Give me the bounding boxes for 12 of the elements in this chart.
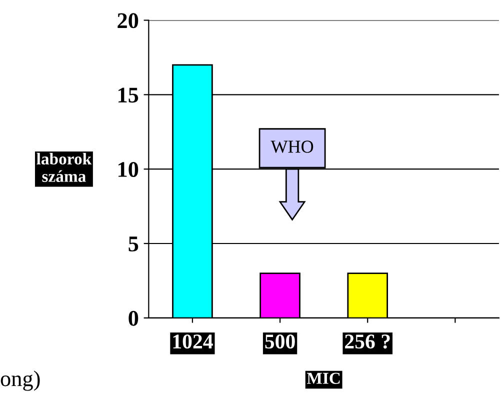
y-tick-label: 20 [118,13,138,28]
x-tick-label: 500 [265,334,295,349]
annotation: WHO [270,140,314,153]
x-tick-label: 1024 [173,334,213,349]
y-tick-label: 15 [118,88,138,103]
x-tick-label: 256 ? [345,334,390,349]
y-tick-label: 10 [118,162,138,178]
text: ong) [0,370,40,391]
y-tick-label: 0 [128,310,138,326]
x-axis-title: MIC [306,372,340,384]
y-axis-title: laborok száma [36,152,92,182]
y-tick-label: 5 [128,236,138,252]
